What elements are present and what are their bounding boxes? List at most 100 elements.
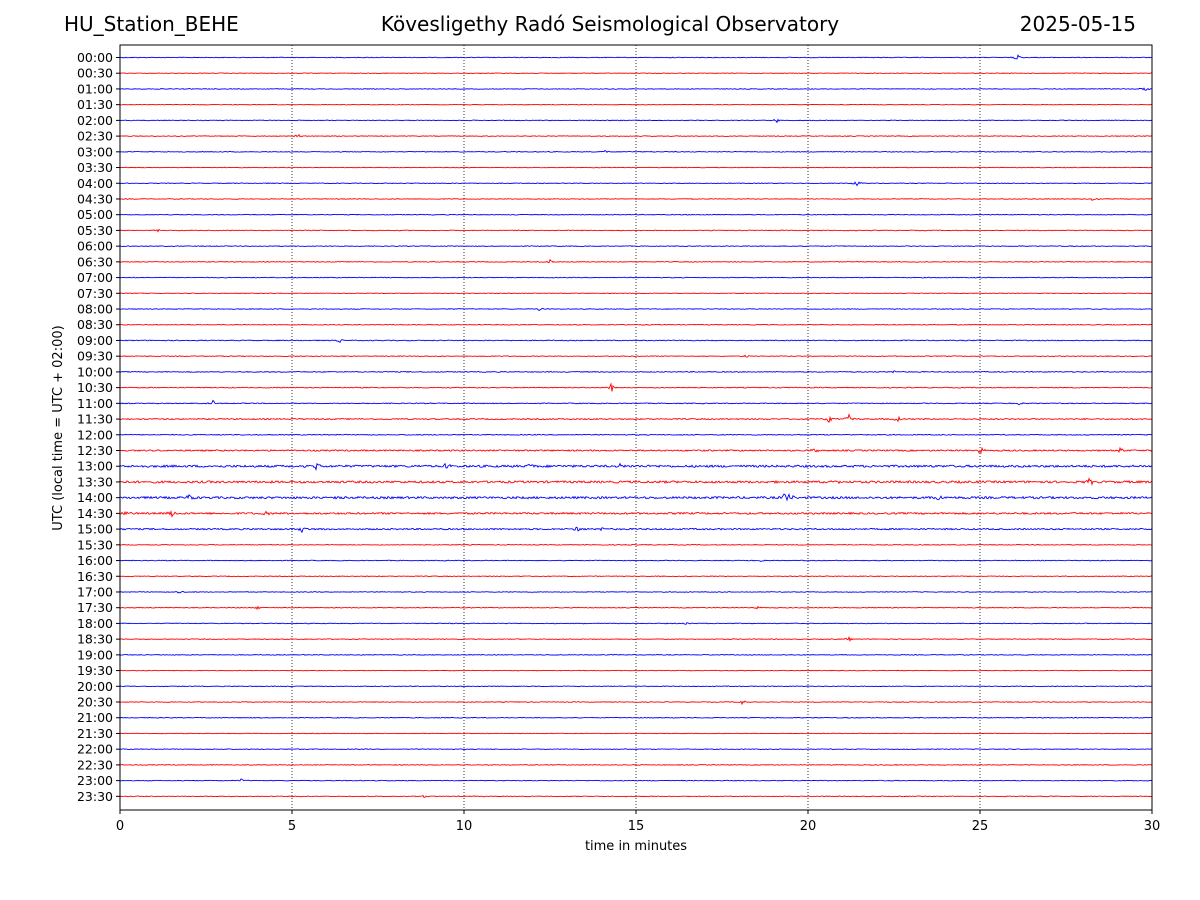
y-tick-label: 09:30 [77, 349, 113, 364]
x-tick-label: 15 [628, 819, 645, 834]
y-tick-label: 03:00 [77, 144, 113, 159]
trace-1730 [119, 605, 1153, 611]
y-tick-label: 12:00 [77, 427, 113, 442]
y-tick-label: 18:00 [77, 616, 113, 631]
trace-0130 [119, 103, 1153, 106]
y-tick-label: 01:30 [77, 97, 113, 112]
trace-1330 [119, 477, 1153, 486]
y-tick-label: 17:30 [77, 600, 113, 615]
x-tick-label: 0 [116, 819, 124, 834]
y-tick-label: 16:30 [77, 569, 113, 584]
y-tick-label: 06:30 [77, 254, 113, 269]
y-tick-label: 12:30 [77, 443, 113, 458]
y-tick-label: 08:30 [77, 317, 113, 332]
y-tick-label: 23:30 [77, 789, 113, 804]
trace-0000 [119, 54, 1153, 60]
y-axis-label: UTC (local time = UTC + 02:00) [51, 325, 66, 530]
trace-2230 [119, 764, 1153, 766]
y-tick-label: 06:00 [77, 239, 113, 254]
trace-2300 [119, 778, 1153, 782]
y-tick-label: 23:00 [77, 773, 113, 788]
y-axis-ticks: 00:0000:3001:0001:3002:0002:3003:0003:30… [77, 50, 120, 804]
y-tick-label: 05:30 [77, 223, 113, 238]
trace-2000 [119, 685, 1153, 688]
trace-1030 [119, 382, 1153, 392]
trace-1500 [119, 526, 1153, 534]
y-tick-label: 17:00 [77, 584, 113, 599]
y-tick-label: 14:00 [77, 490, 113, 505]
trace-2130 [119, 732, 1153, 735]
trace-0730 [119, 292, 1153, 295]
trace-0230 [119, 133, 1153, 138]
y-tick-label: 05:00 [77, 207, 113, 222]
y-tick-label: 10:30 [77, 380, 113, 395]
trace-2030 [119, 700, 1153, 706]
trace-2100 [119, 716, 1153, 719]
y-tick-label: 07:00 [77, 270, 113, 285]
y-tick-label: 20:00 [77, 679, 113, 694]
y-tick-label: 02:30 [77, 129, 113, 144]
y-tick-label: 00:00 [77, 50, 113, 65]
y-tick-label: 15:00 [77, 522, 113, 537]
trace-1700 [119, 590, 1153, 594]
trace-0630 [119, 258, 1153, 264]
x-tick-label: 25 [972, 819, 989, 834]
y-tick-label: 22:30 [77, 757, 113, 772]
trace-1430 [119, 509, 1153, 518]
trace-1900 [119, 653, 1153, 656]
trace-0500 [119, 213, 1153, 216]
y-tick-label: 09:00 [77, 333, 113, 348]
y-tick-label: 11:30 [77, 412, 113, 427]
trace-0600 [119, 245, 1153, 248]
trace-1100 [119, 399, 1153, 406]
y-tick-label: 10:00 [77, 364, 113, 379]
trace-0200 [119, 118, 1153, 124]
y-tick-label: 19:00 [77, 647, 113, 662]
x-tick-label: 20 [800, 819, 817, 834]
y-tick-label: 04:30 [77, 191, 113, 206]
trace-2330 [119, 794, 1153, 799]
trace-2200 [119, 748, 1152, 751]
trace-0530 [119, 228, 1153, 233]
y-tick-label: 03:30 [77, 160, 113, 175]
x-tick-label: 5 [288, 819, 296, 834]
station-name: HU_Station_BEHE [64, 12, 239, 36]
y-tick-label: 16:00 [77, 553, 113, 568]
x-axis-ticks: 0 5 10 15 20 25 30 [116, 810, 1160, 834]
trace-0830 [119, 323, 1153, 326]
trace-1830 [119, 635, 1153, 643]
y-tick-label: 08:00 [77, 302, 113, 317]
y-tick-label: 01:00 [77, 81, 113, 96]
trace-0330 [119, 166, 1153, 169]
trace-1630 [119, 575, 1153, 578]
trace-1530 [119, 543, 1153, 546]
trace-0100 [119, 87, 1152, 91]
y-tick-label: 20:30 [77, 695, 113, 710]
trace-0430 [119, 197, 1153, 201]
chart-date: 2025-05-15 [1019, 12, 1136, 36]
y-tick-label: 13:00 [77, 459, 113, 474]
trace-1400 [119, 493, 1153, 502]
y-tick-label: 21:00 [77, 710, 113, 725]
x-tick-label: 10 [456, 819, 473, 834]
grid-lines [291, 45, 981, 810]
chart-title: Kövesligethy Radó Seismological Observat… [380, 12, 840, 36]
trace-0700 [119, 276, 1153, 279]
trace-0900 [119, 338, 1153, 343]
y-tick-label: 21:30 [77, 726, 113, 741]
y-tick-label: 19:30 [77, 663, 113, 678]
trace-1130 [119, 413, 1153, 423]
trace-1000 [119, 370, 1153, 374]
trace-0930 [119, 354, 1153, 358]
trace-layer [119, 54, 1153, 799]
y-tick-label: 02:00 [77, 113, 113, 128]
trace-0800 [119, 307, 1153, 311]
trace-1200 [119, 433, 1153, 436]
trace-1930 [119, 669, 1153, 672]
trace-1300 [119, 462, 1153, 472]
trace-1230 [119, 446, 1153, 455]
y-tick-label: 22:00 [77, 742, 113, 757]
y-tick-label: 18:30 [77, 632, 113, 647]
y-tick-label: 11:00 [77, 396, 113, 411]
